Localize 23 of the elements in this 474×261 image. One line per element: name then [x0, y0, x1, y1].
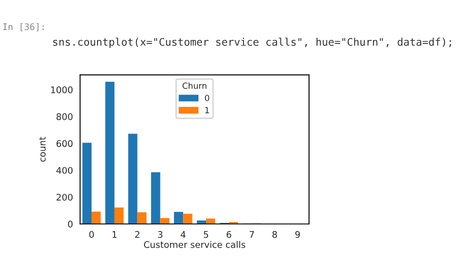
- y-axis-title: count: [39, 136, 46, 162]
- y-tick-label: 800: [56, 113, 73, 120]
- x-tick-label: 1: [112, 231, 116, 238]
- x-axis-title: Customer service calls: [144, 241, 246, 248]
- x-tick-label: 0: [89, 231, 94, 238]
- x-tick-label: 6: [226, 231, 232, 238]
- x-tick-label: 4: [180, 231, 186, 238]
- y-tick-label: 600: [56, 140, 73, 147]
- legend-label: 1: [205, 107, 209, 114]
- x-tick-label: 9: [295, 231, 300, 238]
- text: In [36]:: [3, 23, 44, 32]
- y-tick-label: 200: [56, 194, 73, 201]
- x-tick-label: 2: [135, 231, 140, 238]
- x-tick-label: 3: [158, 231, 162, 238]
- x-tick-label: 8: [272, 231, 277, 238]
- y-tick-label: 0: [68, 220, 73, 228]
- y-tick-label: 1000: [51, 86, 73, 94]
- x-tick-label: 5: [204, 231, 208, 238]
- legend-title: Churn: [182, 82, 206, 89]
- legend-label: 0: [204, 94, 210, 102]
- x-tick-label: 7: [250, 231, 254, 238]
- y-tick-label: 400: [56, 166, 73, 174]
- text: sns.countplot(x="Customer service calls", hue="Churn", data=df);: [53, 38, 452, 48]
